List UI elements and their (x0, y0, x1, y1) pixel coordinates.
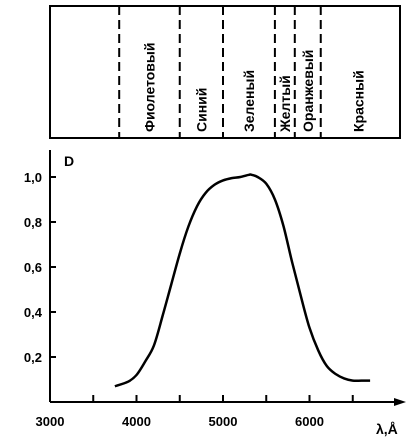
band-panel-frame (49, 5, 401, 139)
axis-labels: D λ,Å (64, 153, 398, 437)
band-label: Зеленый (241, 70, 257, 132)
x-tick-label: 3000 (36, 414, 65, 429)
band-label: Желтый (277, 75, 293, 133)
band-label: Фиолетовый (141, 43, 157, 132)
series-line (114, 173, 371, 388)
y-tick-label: 0,2 (24, 350, 42, 365)
x-axis-arrow (394, 398, 406, 406)
y-tick-label: 0,6 (24, 260, 42, 275)
sensitivity-curve (114, 173, 371, 388)
band-label: Красный (350, 70, 366, 132)
band-label: Оранжевый (300, 50, 316, 132)
y-tick-label: 0,4 (24, 305, 43, 320)
x-tick-label: 6000 (295, 414, 324, 429)
y-axis-title: D (64, 153, 74, 169)
y-tick-label: 1,0 (24, 170, 42, 185)
y-tick-label: 0,8 (24, 215, 42, 230)
x-tick-label: 4000 (122, 414, 151, 429)
x-axis-title: λ,Å (376, 421, 398, 437)
plot-axes: 0,2 0,4 0,6 0,8 1,0 3000 4000 5000 6000 (24, 150, 406, 429)
x-tick-label: 5000 (209, 414, 238, 429)
color-band-panel: Фиолетовый Синий Зеленый Желтый Оранжевый Кра… (49, 5, 401, 139)
band-label: Синий (193, 88, 209, 132)
